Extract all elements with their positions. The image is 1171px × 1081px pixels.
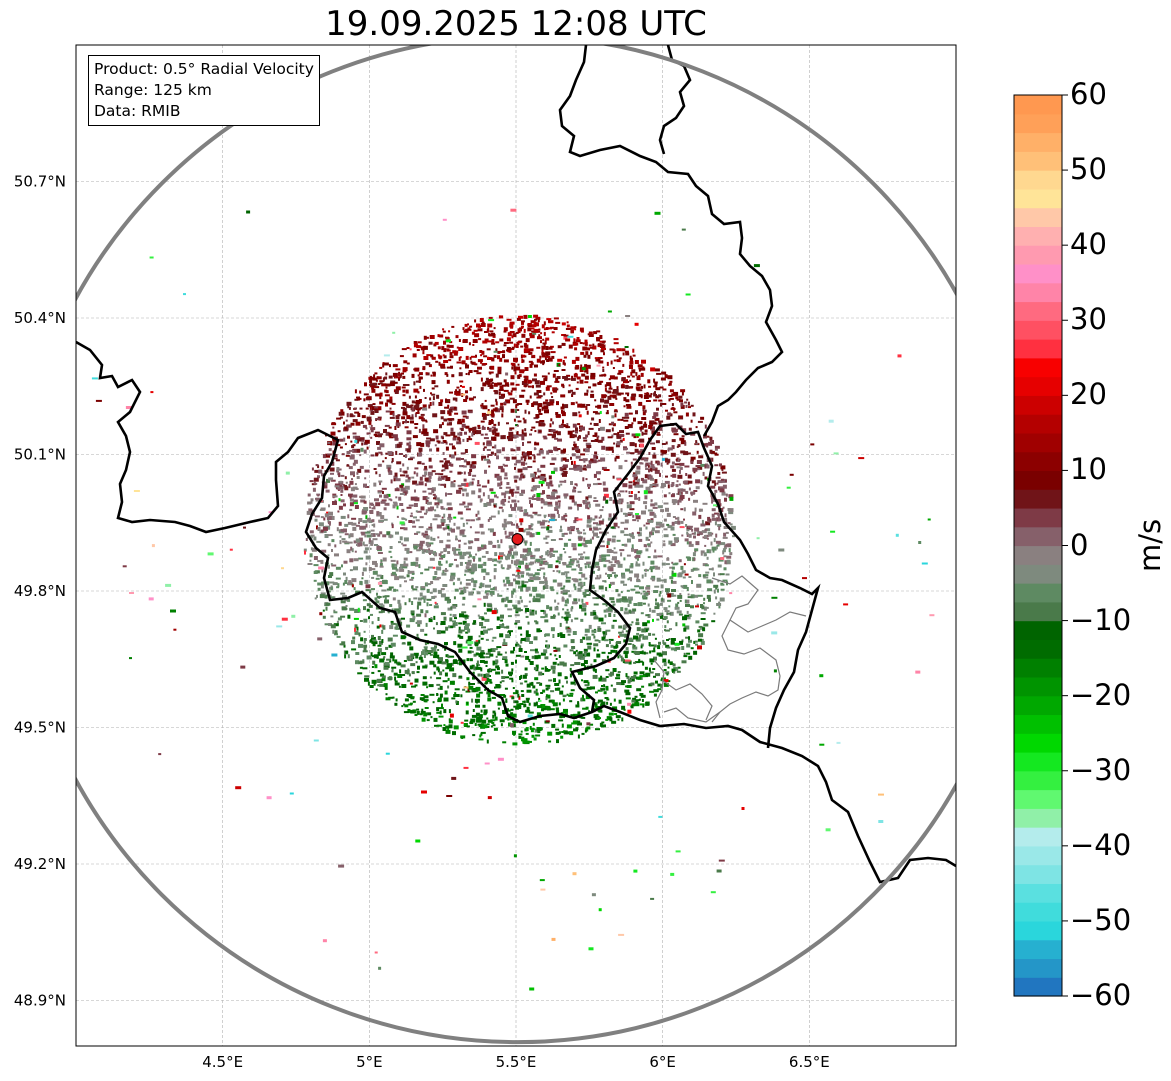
colorbar-band	[1014, 188, 1062, 209]
y-tick-label: 50.4°N	[14, 309, 66, 327]
colorbar-tick-label: −60	[1070, 978, 1132, 1012]
radar-site-marker[interactable]	[511, 533, 524, 546]
colorbar-band	[1014, 958, 1062, 978]
colorbar-band	[1014, 395, 1062, 415]
plot-frame	[75, 44, 957, 1047]
border-germany-north	[558, 45, 784, 437]
colorbar-tick-label: −30	[1070, 752, 1132, 787]
info-product: Product: 0.5° Radial Velocity	[94, 60, 314, 78]
colorbar-band	[1014, 170, 1062, 190]
y-tick-label: 48.9°N	[14, 992, 66, 1010]
radar-echoes	[91, 208, 935, 991]
colorbar-band	[1014, 263, 1062, 284]
colorbar-band	[1014, 883, 1062, 903]
info-data-source: Data: RMIB	[94, 102, 181, 120]
y-tick-label: 50.7°N	[14, 173, 66, 191]
colorbar-unit-label: m/s	[1133, 518, 1167, 572]
colorbar-band	[1014, 301, 1062, 321]
colorbar-band	[1014, 207, 1062, 227]
colorbar-band	[1014, 113, 1062, 134]
colorbar-band	[1014, 432, 1062, 453]
colorbar-band	[1014, 451, 1062, 472]
colorbar-tick-label: −20	[1070, 677, 1132, 712]
colorbar-band	[1014, 507, 1062, 528]
colorbar-band	[1014, 526, 1062, 547]
colorbar-band	[1014, 282, 1062, 303]
colorbar-band	[1014, 601, 1062, 622]
admin-boundaries	[653, 575, 807, 723]
colorbar-band	[1014, 545, 1062, 565]
info-box: Product: 0.5° Radial Velocity Range: 125…	[88, 55, 320, 126]
y-tick-label: 49.8°N	[14, 582, 66, 600]
colorbar-band	[1014, 357, 1062, 378]
colorbar-band	[1014, 564, 1062, 584]
colorbar-band	[1014, 639, 1062, 659]
colorbar-tick-label: 50	[1070, 152, 1107, 187]
colorbar-band	[1014, 151, 1062, 171]
x-tick-label: 5.5°E	[496, 1053, 537, 1071]
y-tick-label: 50.1°N	[14, 446, 66, 464]
longitude-axis: 4.5°E 5°E 5.5°E 6°E 6.5°E	[202, 1053, 830, 1071]
colorbar-band	[1014, 808, 1062, 828]
colorbar-tick-label: 40	[1070, 227, 1107, 262]
colorbar-tick-label: 20	[1070, 377, 1107, 412]
colorbar-band	[1014, 226, 1062, 246]
colorbar-band	[1014, 245, 1062, 265]
colorbar-band	[1014, 864, 1062, 884]
colorbar-band	[1014, 489, 1062, 509]
colorbar-band	[1014, 676, 1062, 697]
colorbar-tick-label: −10	[1070, 602, 1132, 637]
x-tick-label: 6.5°E	[789, 1053, 830, 1071]
border-belgium-france-west	[76, 340, 956, 884]
colorbar-tick-label: −50	[1070, 902, 1132, 937]
colorbar-tick-label: 30	[1070, 302, 1107, 337]
x-tick-label: 4.5°E	[202, 1053, 243, 1071]
colorbar-band	[1014, 939, 1062, 960]
colorbar-tick-label: −40	[1070, 827, 1132, 862]
map-plot-area[interactable]	[14, 36, 1020, 1047]
colorbar-band	[1014, 620, 1062, 640]
y-tick-label: 49.2°N	[14, 855, 66, 873]
colorbar-band	[1014, 95, 1062, 115]
x-tick-label: 5°E	[356, 1053, 383, 1071]
velocity-colorbar	[1013, 94, 1068, 997]
colorbar-band	[1014, 733, 1062, 753]
colorbar-band	[1014, 789, 1062, 809]
latitude-axis: 50.7°N 50.4°N 50.1°N 49.8°N 49.5°N 49.2°N 48.9…	[14, 173, 66, 1010]
x-tick-label: 6°E	[649, 1053, 676, 1071]
colorbar-band	[1014, 583, 1062, 603]
colorbar-band	[1014, 470, 1062, 490]
map-title: 19.09.2025 12:08 UTC	[325, 4, 707, 44]
colorbar-band	[1014, 827, 1062, 847]
colorbar-band	[1014, 132, 1062, 152]
colorbar-band	[1014, 695, 1062, 716]
colorbar-band	[1014, 320, 1062, 340]
colorbar-band	[1014, 902, 1062, 922]
colorbar-tick-label: 10	[1070, 452, 1107, 487]
radar-range-ring	[76, 45, 956, 1044]
colorbar-band	[1014, 339, 1062, 359]
colorbar-band	[1014, 376, 1062, 396]
country-borders	[76, 45, 956, 884]
y-tick-label: 49.5°N	[14, 719, 66, 737]
colorbar-band	[1014, 714, 1062, 734]
colorbar-band	[1014, 920, 1062, 941]
info-range: Range: 125 km	[94, 81, 212, 99]
colorbar-band	[1014, 658, 1062, 678]
colorbar-band	[1014, 977, 1062, 997]
border-luxembourg	[570, 422, 821, 749]
colorbar-band	[1014, 414, 1062, 434]
colorbar-band	[1014, 845, 1062, 866]
colorbar-tick-label: 60	[1070, 77, 1107, 111]
colorbar-tick-label: 0	[1070, 527, 1089, 562]
colorbar-band	[1014, 770, 1062, 791]
colorbar-band	[1014, 751, 1062, 772]
